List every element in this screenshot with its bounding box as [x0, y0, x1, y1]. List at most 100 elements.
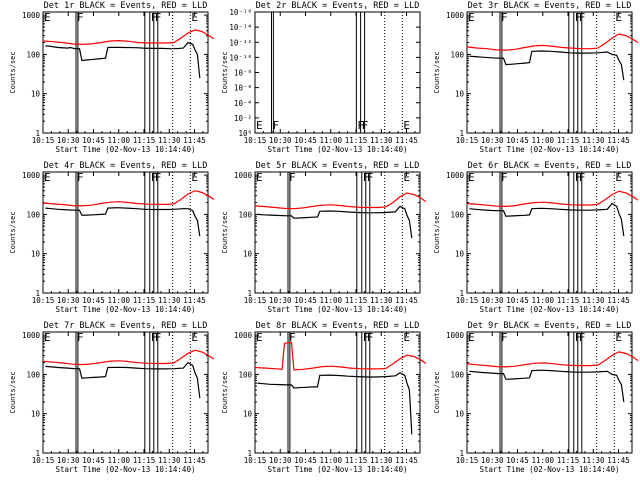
plot-frame	[254, 331, 421, 454]
x-tick-label: 11:30	[370, 456, 393, 465]
y-tick-label: 10⁰	[238, 129, 252, 138]
x-tick-label: 10:45	[82, 456, 105, 465]
events-series-line	[45, 207, 201, 237]
y-tick-label: 1000	[234, 331, 253, 340]
x-tick-label: 10:15	[244, 136, 267, 145]
x-tick-label: 11:45	[183, 456, 206, 465]
x-tick-label: 10:45	[294, 456, 317, 465]
x-tick-label: 11:15	[133, 296, 156, 305]
y-tick-label: 10⁻²	[234, 114, 252, 123]
event-marker-label: E	[191, 171, 198, 184]
plot-frame	[42, 11, 209, 134]
x-tick-label: 10:45	[82, 296, 105, 305]
x-tick-label: 11:45	[607, 296, 630, 305]
x-tick-label: 10:15	[32, 456, 55, 465]
panel-title: Det 3r BLACK = Events, RED = LLD	[468, 1, 632, 11]
y-tick-label: 10	[455, 410, 465, 419]
y-tick-label: 10⁻¹⁶	[229, 8, 252, 17]
y-tick-label: 1	[247, 449, 252, 458]
y-tick-label: 10	[243, 410, 253, 419]
y-tick-label: 1	[247, 289, 252, 298]
plot-frame	[254, 11, 421, 134]
event-marker-label: E	[403, 331, 410, 344]
event-marker-label: E	[615, 11, 622, 24]
y-axis-label: Counts/sec	[9, 51, 17, 93]
x-tick-label: 11:15	[345, 136, 368, 145]
x-tick-label: 11:15	[133, 136, 156, 145]
y-axis-label: Counts/sec	[221, 211, 229, 253]
x-tick-label: 11:45	[395, 456, 418, 465]
x-axis-label: Start Time (02-Nov-13 10:14:40)	[56, 465, 196, 474]
x-tick-label: 11:45	[607, 136, 630, 145]
panel-title: Det 5r BLACK = Events, RED = LLD	[256, 161, 420, 171]
panel-title: Det 9r BLACK = Events, RED = LLD	[468, 321, 632, 331]
x-tick-label: 10:30	[269, 296, 292, 305]
lld-series-line	[466, 190, 639, 208]
y-axis-label: Counts/sec	[9, 371, 17, 413]
y-tick-label: 10	[31, 250, 41, 259]
x-tick-label: 11:45	[183, 136, 206, 145]
y-tick-label: 100	[26, 50, 40, 59]
x-axis-label: Start Time (02-Nov-13 10:14:40)	[480, 305, 620, 314]
events-series-line	[469, 369, 625, 402]
x-tick-label: 10:15	[456, 456, 479, 465]
events-series-line	[45, 41, 201, 79]
x-tick-label: 11:30	[158, 456, 181, 465]
x-tick-label: 10:15	[32, 296, 55, 305]
y-tick-label: 1000	[22, 331, 41, 340]
x-tick-label: 11:15	[345, 296, 368, 305]
y-tick-label: 100	[450, 50, 464, 59]
x-tick-label: 11:15	[133, 456, 156, 465]
lld-series-line	[42, 190, 215, 207]
y-axis-label: Counts/sec	[221, 371, 229, 413]
x-tick-label: 11:00	[531, 136, 554, 145]
x-tick-label: 10:45	[506, 136, 529, 145]
x-tick-label: 11:30	[158, 136, 181, 145]
x-tick-label: 11:00	[319, 296, 342, 305]
events-series-line	[257, 372, 413, 435]
x-tick-label: 10:30	[57, 456, 80, 465]
y-tick-label: 1000	[234, 171, 253, 180]
y-tick-label: 1000	[446, 171, 465, 180]
plot-frame	[466, 11, 633, 134]
x-tick-label: 11:30	[370, 296, 393, 305]
x-axis-label: Start Time (02-Nov-13 10:14:40)	[56, 145, 196, 154]
y-tick-label: 10⁻⁶	[234, 84, 252, 93]
y-tick-label: 1	[459, 289, 464, 298]
panel-title: Det 1r BLACK = Events, RED = LLD	[44, 1, 208, 11]
panel-title: Det 8r BLACK = Events, RED = LLD	[256, 321, 420, 331]
event-marker-label: F	[289, 171, 296, 184]
x-tick-label: 11:15	[557, 296, 580, 305]
x-tick-label: 10:15	[456, 296, 479, 305]
x-tick-label: 11:00	[107, 136, 130, 145]
x-tick-label: 10:30	[481, 456, 504, 465]
x-tick-label: 11:15	[557, 456, 580, 465]
y-tick-label: 10	[455, 250, 465, 259]
x-tick-label: 11:45	[607, 456, 630, 465]
y-tick-label: 100	[450, 210, 464, 219]
lld-series-line	[466, 33, 639, 51]
event-marker-label: F	[501, 331, 508, 344]
detector-panel-8: Det 8r BLACK = Events, RED = LLD 10:15 10:…	[221, 321, 427, 474]
event-marker-label: E	[256, 331, 263, 344]
y-tick-label: 1	[35, 449, 40, 458]
y-tick-label: 10	[31, 90, 41, 99]
x-tick-label: 11:15	[345, 456, 368, 465]
y-tick-label: 10	[455, 90, 465, 99]
event-marker-label: E	[615, 331, 622, 344]
event-marker-label: E	[615, 171, 622, 184]
y-tick-label: 100	[238, 210, 252, 219]
event-marker-label: E	[256, 119, 263, 132]
x-tick-label: 10:15	[244, 456, 267, 465]
plot-frame	[254, 171, 421, 294]
x-tick-label: 11:30	[582, 136, 605, 145]
y-axis-label: Counts/sec	[9, 211, 17, 253]
x-axis-label: Start Time (02-Nov-13 10:14:40)	[268, 145, 408, 154]
lld-series-line	[466, 351, 639, 368]
